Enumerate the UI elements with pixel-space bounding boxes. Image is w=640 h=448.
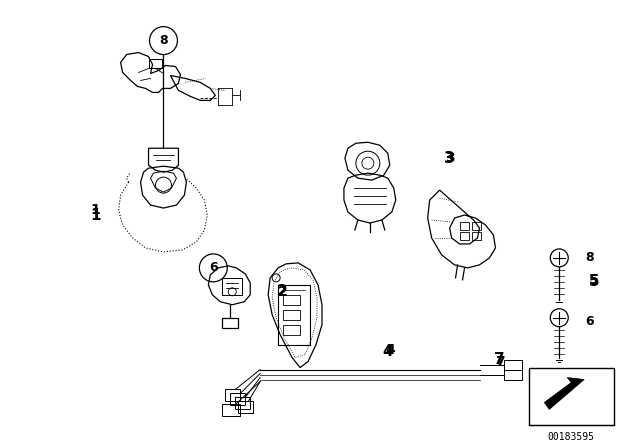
Text: 6: 6 xyxy=(585,315,593,328)
Bar xyxy=(529,367,614,425)
Text: 8: 8 xyxy=(585,251,593,264)
Text: 3: 3 xyxy=(445,151,454,165)
Text: 1: 1 xyxy=(90,207,101,223)
Text: 5: 5 xyxy=(589,274,600,289)
Text: 8: 8 xyxy=(159,34,168,47)
Text: 7: 7 xyxy=(494,352,505,367)
Text: 2: 2 xyxy=(278,285,288,299)
Text: 4: 4 xyxy=(383,344,393,359)
Text: 5: 5 xyxy=(589,273,599,287)
Text: 3: 3 xyxy=(444,151,455,166)
Text: 00183595: 00183595 xyxy=(548,432,595,442)
Text: 2: 2 xyxy=(276,284,287,299)
Text: 7: 7 xyxy=(495,354,504,369)
Text: 1: 1 xyxy=(91,203,100,217)
Text: 4: 4 xyxy=(385,343,395,357)
Polygon shape xyxy=(544,378,584,409)
Text: 6: 6 xyxy=(209,261,218,274)
